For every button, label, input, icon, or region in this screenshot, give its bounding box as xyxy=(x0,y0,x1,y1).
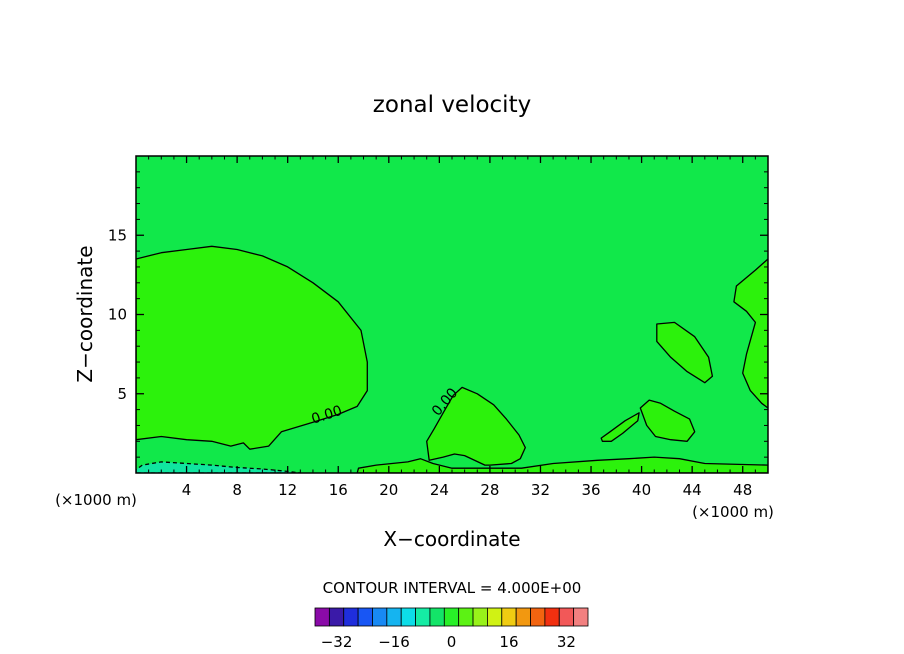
x-unit-right: (×1000 m) xyxy=(692,503,774,521)
contour-region-negative-floor xyxy=(136,461,301,473)
x-tick-label: 24 xyxy=(430,481,449,499)
x-tick-label: 36 xyxy=(581,481,600,499)
y-tick-label: 5 xyxy=(117,385,127,403)
colorbar-swatch xyxy=(314,607,330,627)
colorbar-swatch xyxy=(458,607,474,627)
x-unit-left: (×1000 m) xyxy=(55,491,137,509)
colorbar: −32 −16 0 16 32 xyxy=(314,607,589,651)
x-tick-label: 40 xyxy=(632,481,651,499)
contour-region-positive-edge xyxy=(733,258,768,409)
y-tick-label: 10 xyxy=(108,306,127,324)
colorbar-tick-label: −16 xyxy=(378,633,410,651)
colorbar-swatch xyxy=(328,607,345,627)
x-tick-label: 44 xyxy=(683,481,702,499)
contour-region-positive-mid xyxy=(426,386,526,466)
x-tick-label: 28 xyxy=(480,481,499,499)
contour-interval-text: CONTOUR INTERVAL = 4.000E+00 xyxy=(323,579,582,597)
colorbar-swatch xyxy=(386,607,402,627)
colorbar-tick-label: 16 xyxy=(499,633,518,651)
x-tick-label: 8 xyxy=(232,481,242,499)
contour-region-positive-west xyxy=(136,245,368,450)
colorbar-swatch xyxy=(558,607,575,627)
colorbar-tick-label: −32 xyxy=(321,633,353,651)
x-tick-label: 16 xyxy=(329,481,348,499)
colorbar-swatch xyxy=(415,607,431,627)
x-tick-label: 20 xyxy=(379,481,398,499)
colorbar-swatch xyxy=(501,607,517,627)
x-axis-label: X−coordinate xyxy=(383,527,520,551)
contour-regions xyxy=(136,245,768,473)
colorbar-swatch xyxy=(573,607,589,627)
colorbar-swatch xyxy=(472,607,488,627)
contour-region-positive-floor xyxy=(356,456,768,473)
colorbar-swatch xyxy=(515,607,531,627)
contour-region-positive-east-2 xyxy=(639,399,696,442)
colorbar-swatch xyxy=(429,607,445,627)
x-tick-label: 12 xyxy=(278,481,297,499)
colorbar-tick-label: 32 xyxy=(557,633,576,651)
colorbar-swatch xyxy=(343,607,359,627)
contour-region-positive-east-3 xyxy=(600,412,640,442)
colorbar-swatch xyxy=(443,607,460,627)
x-tick-label: 32 xyxy=(531,481,550,499)
colorbar-swatch xyxy=(372,607,388,627)
x-tick-label: 48 xyxy=(733,481,752,499)
colorbar-swatch xyxy=(400,607,416,627)
y-axis-label: Z−coordinate xyxy=(73,245,97,382)
chart-title: zonal velocity xyxy=(373,92,531,118)
colorbar-tick-label: 0 xyxy=(447,633,457,651)
y-tick-label: 15 xyxy=(108,226,127,244)
x-tick-label: 4 xyxy=(182,481,192,499)
contour-region-positive-east-1 xyxy=(656,321,714,384)
colorbar-swatch xyxy=(487,607,503,627)
colorbar-swatch xyxy=(530,607,546,627)
colorbar-swatch xyxy=(544,607,560,627)
colorbar-swatch xyxy=(357,607,373,627)
